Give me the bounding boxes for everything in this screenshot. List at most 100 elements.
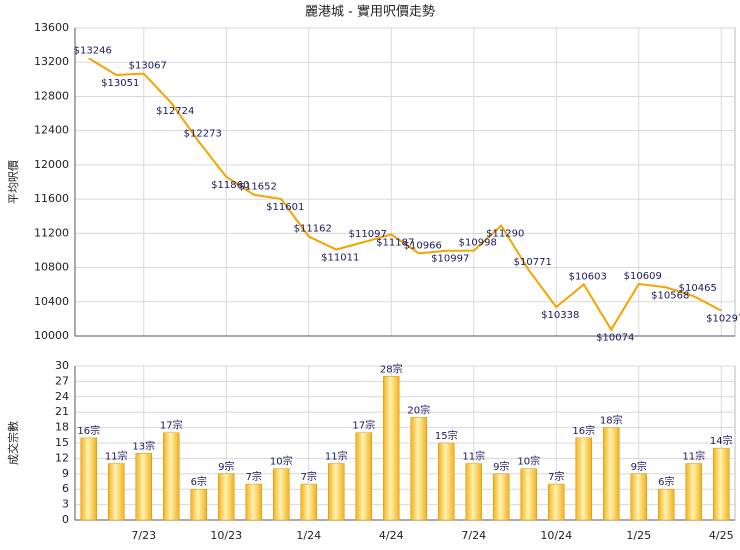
y-tick-label: 15: [55, 436, 69, 449]
value-label: 11宗: [325, 450, 348, 463]
bar: [218, 473, 235, 521]
bar: [548, 483, 565, 521]
value-label: $10966: [404, 240, 442, 251]
x-tick-label: 4/25: [709, 529, 734, 542]
value-label: 16宗: [572, 424, 595, 437]
value-label: $11860: [211, 180, 249, 191]
value-label: 13宗: [132, 439, 155, 452]
bar: [300, 483, 317, 521]
y-tick-label: 11600: [34, 192, 69, 205]
bar: [630, 473, 647, 521]
value-label: 7宗: [246, 470, 262, 483]
y-tick-label: 13200: [34, 55, 69, 68]
value-label: 10宗: [270, 455, 293, 468]
value-label: $10997: [431, 254, 469, 265]
value-label: 16宗: [77, 424, 100, 437]
value-label: 9宗: [631, 460, 647, 473]
value-label: $11652: [239, 182, 277, 193]
bar: [410, 417, 427, 521]
chart-title: 麗港城 - 實用呎價走勢: [305, 4, 435, 20]
value-label: 9宗: [493, 460, 509, 473]
value-label: $10297: [706, 314, 740, 325]
y-tick-label: 13600: [34, 21, 69, 34]
value-label: 20宗: [407, 403, 430, 416]
bar: [108, 463, 125, 521]
value-label: 9宗: [218, 460, 234, 473]
y-tick-label: 21: [55, 405, 69, 418]
line: [88, 57, 722, 332]
value-label: 7宗: [548, 470, 564, 483]
value-label: $11290: [486, 229, 524, 240]
value-label: 14宗: [710, 434, 733, 447]
value-label: 15宗: [435, 429, 458, 442]
y-tick-label: 0: [62, 513, 69, 526]
bar: [685, 463, 702, 521]
value-label: $11011: [321, 253, 359, 264]
value-label: $10338: [541, 310, 579, 321]
bar: [438, 442, 455, 521]
value-label: 18宗: [600, 414, 623, 427]
y-tick-label: 10000: [34, 329, 69, 342]
x-tick-label: 10/23: [210, 529, 242, 542]
x-tick-label: 7/24: [461, 529, 486, 542]
value-label: $10771: [514, 257, 552, 268]
value-label: 17宗: [352, 419, 375, 432]
x-tick-label: 7/23: [131, 529, 156, 542]
bar: [135, 453, 152, 521]
y-tick-label: 12800: [34, 89, 69, 102]
y-tick-label: 12000: [34, 158, 69, 171]
bar: [575, 437, 592, 521]
y-tick-label: 11200: [34, 226, 69, 239]
bar: [465, 463, 482, 521]
y-tick-label: 27: [55, 374, 69, 387]
value-label: $11162: [294, 224, 332, 235]
value-label: 10宗: [517, 455, 540, 468]
value-label: $12724: [156, 106, 194, 117]
x-tick-label: 1/25: [626, 529, 651, 542]
x-tick-label: 10/24: [540, 529, 572, 542]
value-label: 11宗: [462, 450, 485, 463]
y-tick-label: 24: [55, 390, 69, 403]
value-label: $11601: [266, 202, 304, 213]
bar: [355, 432, 372, 521]
value-label: 11宗: [682, 450, 705, 463]
bar: [245, 483, 262, 521]
bar: [520, 468, 537, 521]
value-label: 6宗: [191, 475, 207, 488]
y-tick-label: 6: [62, 482, 69, 495]
value-label: $13067: [129, 61, 167, 72]
bar: [190, 488, 207, 521]
bar: [328, 463, 345, 521]
x-tick-label: 1/24: [296, 529, 321, 542]
bar: [603, 427, 620, 521]
y-axis-label: 平均呎價: [6, 160, 20, 204]
value-label: 7宗: [301, 470, 317, 483]
y-axis-label: 成交宗數: [6, 421, 20, 465]
y-tick-label: 30: [55, 359, 69, 372]
y-tick-label: 12: [55, 451, 69, 464]
y-tick-label: 18: [55, 421, 69, 434]
x-tick-label: 4/24: [379, 529, 404, 542]
y-tick-label: 12400: [34, 124, 69, 137]
value-label: $10465: [679, 283, 717, 294]
value-label: $10609: [624, 271, 662, 282]
value-label: $12273: [184, 129, 222, 140]
bar: [163, 432, 180, 521]
bar: [493, 473, 510, 521]
y-tick-label: 3: [62, 498, 69, 511]
y-tick-label: 10800: [34, 261, 69, 274]
value-label: 11宗: [105, 450, 128, 463]
value-label: $11187: [376, 237, 414, 248]
value-label: $10998: [459, 238, 497, 249]
value-label: $13051: [101, 78, 139, 89]
bar: [383, 376, 400, 521]
bar: [658, 488, 675, 521]
y-tick-label: 9: [62, 467, 69, 480]
value-label: $10074: [596, 333, 634, 344]
value-label: 28宗: [380, 362, 403, 375]
plot-area: [74, 27, 736, 337]
bar: [273, 468, 290, 521]
value-label: $13246: [74, 45, 112, 56]
value-label: 6宗: [658, 475, 674, 488]
